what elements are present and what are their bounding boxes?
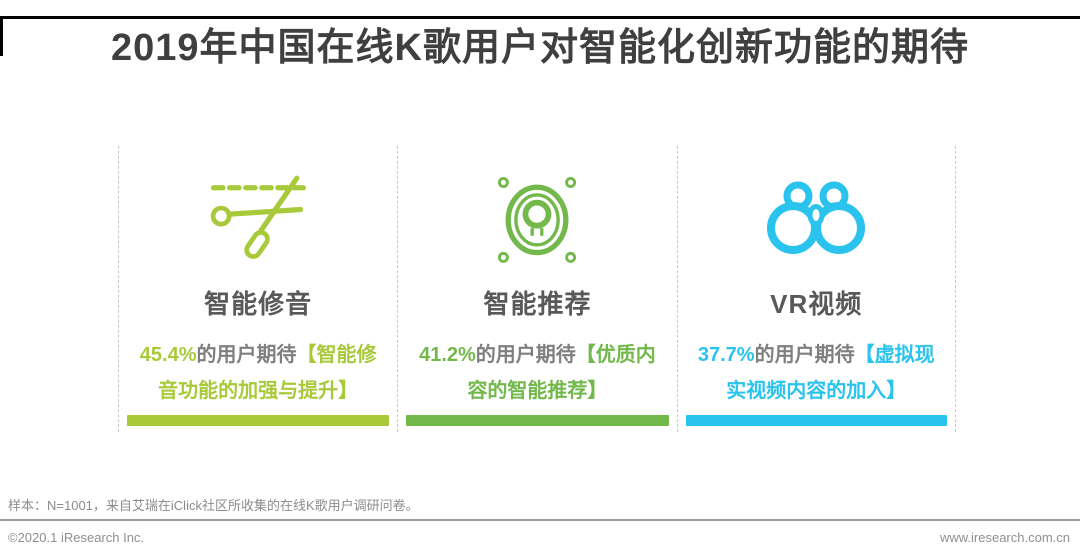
card-accent-bar — [127, 415, 390, 426]
stat-cards-container: 智能修音 45.4%的用户期待【智能修音功能的加强与提升】 智能推荐 41.2%… — [118, 146, 956, 432]
mid-text: 的用户期待 — [754, 344, 855, 366]
screenshot-top-edge — [0, 16, 1080, 19]
mid-text: 的用户期待 — [196, 344, 297, 366]
footer: 样本：N=1001，来自艾瑞在iClick社区所收集的在线K歌用户调研问卷。 ©… — [0, 495, 1080, 557]
percent-value: 37.7% — [697, 344, 755, 366]
sample-note: 样本：N=1001，来自艾瑞在iClick社区所收集的在线K歌用户调研问卷。 — [8, 498, 419, 513]
percent-value: 41.2% — [419, 344, 476, 366]
card-smart-tuning: 智能修音 45.4%的用户期待【智能修音功能的加强与提升】 — [118, 146, 397, 432]
card-description: 37.7%的用户期待【虚拟现实视频内容的加入】 — [678, 337, 955, 409]
screenshot-left-edge — [0, 16, 3, 56]
percent-value: 45.4% — [139, 344, 197, 366]
card-description: 41.2%的用户期待【优质内容的智能推荐】 — [398, 337, 676, 409]
binoculars-icon — [678, 168, 955, 268]
website-url: www.iresearch.com.cn — [939, 530, 1070, 545]
highlight-text: 【智能修音功能的加强与提升】 — [158, 344, 377, 402]
highlight-text: 【优质内容的智能推荐】 — [467, 344, 656, 402]
card-heading: 智能推荐 — [483, 289, 592, 319]
card-heading: 智能修音 — [204, 289, 313, 319]
scissors-cut-line-icon — [119, 168, 397, 268]
speaker-icon — [398, 168, 676, 268]
card-accent-bar — [685, 415, 947, 426]
highlight-text: 【虚拟现实视频内容的加入】 — [726, 344, 935, 402]
card-description: 45.4%的用户期待【智能修音功能的加强与提升】 — [119, 337, 397, 409]
page-title: 2019年中国在线K歌用户对智能化创新功能的期待 — [111, 27, 969, 69]
mid-text: 的用户期待 — [475, 344, 576, 366]
card-accent-bar — [406, 415, 669, 426]
card-heading: VR视频 — [770, 289, 863, 319]
copyright-text: ©2020.1 iResearch Inc. — [8, 530, 145, 545]
footer-divider — [0, 519, 1080, 521]
card-vr-video: VR视频 37.7%的用户期待【虚拟现实视频内容的加入】 — [676, 146, 956, 432]
card-smart-recommendation: 智能推荐 41.2%的用户期待【优质内容的智能推荐】 — [397, 146, 676, 432]
